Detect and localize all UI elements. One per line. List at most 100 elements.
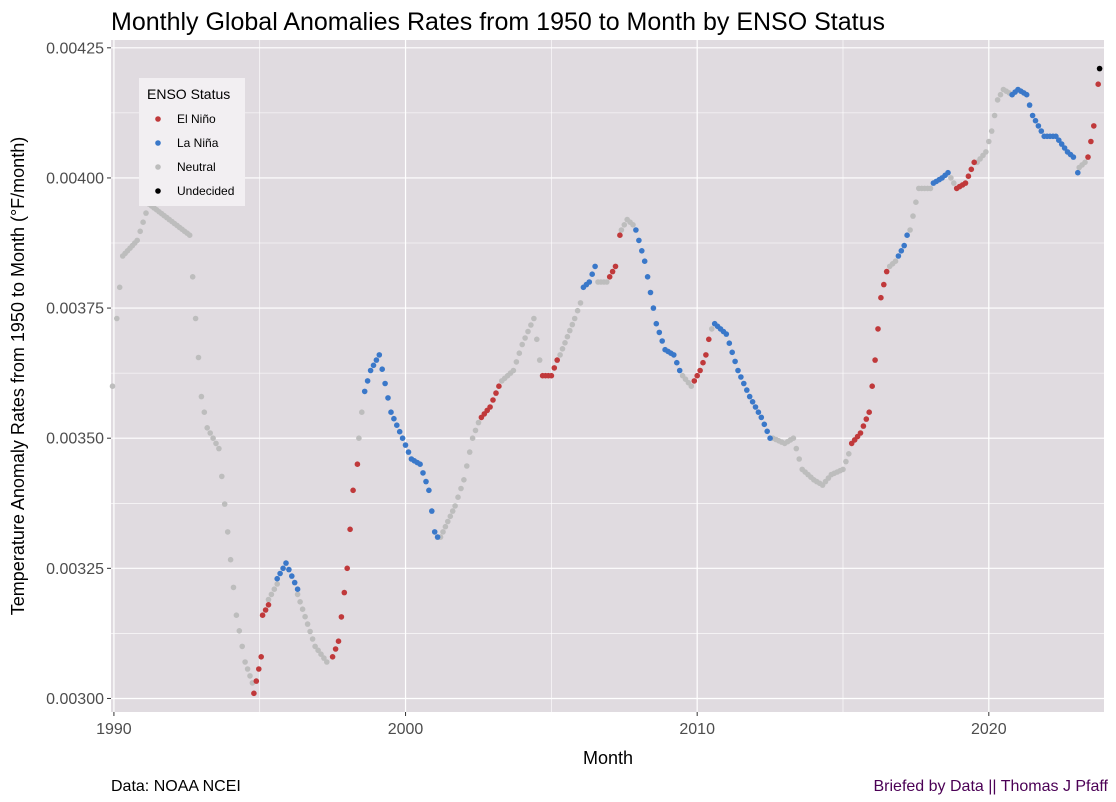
data-point — [201, 409, 208, 416]
data-point — [109, 383, 116, 390]
y-axis-ticks: 0.00300 0.00325 0.00350 0.00375 0.00400 0.004… — [46, 40, 111, 708]
legend-title: ENSO Status — [147, 86, 230, 102]
data-point — [455, 494, 461, 501]
data-point — [262, 607, 269, 613]
data-point — [318, 651, 324, 657]
data-point — [904, 232, 910, 238]
data-point — [487, 404, 493, 410]
data-point — [997, 91, 1004, 98]
data-point — [204, 425, 210, 431]
legend-label: Undecided — [177, 184, 234, 198]
data-point — [688, 383, 695, 390]
data-point — [385, 395, 391, 401]
data-point — [1038, 128, 1045, 134]
data-point — [741, 380, 747, 387]
data-point — [304, 621, 311, 627]
data-point — [1082, 159, 1088, 166]
legend-key — [155, 140, 161, 146]
data-point — [606, 274, 613, 280]
data-point — [528, 322, 534, 328]
data-point — [367, 367, 374, 374]
data-point — [971, 159, 977, 166]
data-point — [280, 565, 286, 572]
data-point — [706, 336, 712, 343]
data-point — [469, 435, 476, 442]
data-point — [344, 565, 351, 572]
data-point — [244, 666, 251, 672]
data-point — [388, 409, 394, 416]
legend-items: El Niño La Niña Neutral Undecided — [155, 112, 234, 198]
data-point — [394, 422, 400, 429]
data-point — [793, 445, 800, 452]
data-point — [574, 307, 581, 314]
data-point — [551, 365, 558, 371]
data-point — [364, 378, 371, 384]
data-point — [609, 268, 616, 275]
data-point — [1032, 117, 1039, 124]
data-point — [447, 513, 454, 520]
data-point — [758, 414, 765, 421]
data-point — [644, 274, 651, 280]
data-point — [650, 305, 657, 311]
data-point — [738, 374, 744, 380]
data-point — [589, 271, 595, 278]
data-point — [309, 636, 316, 642]
data-point — [420, 470, 426, 476]
data-point — [872, 357, 878, 363]
data-point — [213, 440, 219, 447]
data-point — [1088, 138, 1094, 145]
x-tick-label: 2000 — [388, 721, 424, 738]
data-point — [286, 566, 292, 573]
legend-key — [155, 188, 161, 194]
data-point — [265, 602, 272, 608]
data-point — [440, 529, 446, 535]
data-point — [449, 508, 456, 514]
data-point — [554, 357, 560, 363]
data-point — [370, 362, 377, 369]
data-point — [901, 242, 907, 249]
data-point — [207, 430, 213, 436]
data-point — [694, 372, 700, 379]
data-point — [338, 614, 345, 620]
data-point — [983, 149, 989, 155]
data-point — [1075, 169, 1081, 176]
data-point — [612, 263, 619, 270]
data-point — [878, 294, 884, 301]
data-point — [186, 232, 193, 238]
data-point — [567, 327, 573, 334]
data-point — [621, 222, 628, 228]
data-point — [114, 315, 120, 322]
data-point — [744, 387, 750, 393]
data-point — [569, 321, 576, 328]
data-point — [1070, 154, 1077, 160]
data-point — [531, 315, 537, 322]
data-point — [1091, 123, 1097, 129]
data-point — [913, 199, 919, 205]
x-tick-label: 2010 — [679, 721, 715, 738]
data-point — [472, 427, 479, 434]
data-point — [399, 435, 406, 442]
legend-key — [155, 116, 161, 122]
data-point — [895, 253, 902, 259]
data-point — [321, 655, 327, 661]
data-point — [883, 268, 890, 275]
data-point — [732, 358, 738, 365]
data-point — [1053, 133, 1059, 140]
x-tick-label: 1990 — [96, 721, 132, 738]
data-point — [255, 666, 262, 672]
data-point — [1056, 137, 1062, 143]
data-point — [490, 397, 496, 403]
data-point — [291, 579, 298, 586]
data-point — [1026, 102, 1033, 108]
data-point — [382, 380, 388, 387]
data-point — [445, 518, 451, 525]
data-points — [109, 65, 1103, 697]
data-point — [735, 367, 741, 374]
data-point — [641, 258, 648, 265]
data-point — [945, 169, 951, 176]
y-tick-label: 0.00350 — [46, 431, 104, 448]
data-point — [559, 346, 566, 352]
data-point — [671, 352, 677, 358]
data-point — [258, 654, 265, 660]
y-tick-label: 0.00375 — [46, 301, 104, 318]
